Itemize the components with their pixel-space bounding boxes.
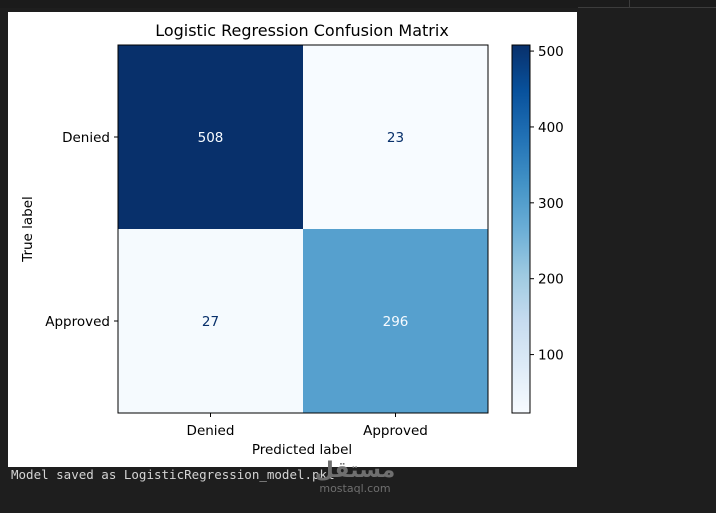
x-axis-label: Predicted label — [252, 442, 352, 458]
plot-frame — [117, 44, 489, 414]
y-ticks: Denied Approved — [45, 130, 118, 330]
divider — [629, 0, 630, 7]
cell-value-label: 508 — [198, 130, 224, 146]
cell-value-label: 27 — [202, 314, 219, 330]
watermark-latin: mostaql.com — [319, 482, 391, 495]
colorbar: 100 200 300 400 500 — [511, 44, 564, 414]
watermark-arabic: مستقل — [314, 458, 396, 483]
y-tick-label: Approved — [45, 314, 110, 330]
confusion-matrix-chart: Logistic Regression Confusion Matrix Pre… — [20, 21, 564, 458]
y-tick-label: Denied — [62, 130, 110, 146]
heatmap-cells — [117, 44, 489, 414]
cell-labels: 508 23 27 296 — [198, 130, 409, 330]
heatmap-cell — [118, 45, 303, 229]
colorbar-tick-label: 500 — [538, 44, 564, 60]
heatmap-cell — [303, 229, 488, 413]
divider — [578, 7, 716, 8]
colorbar-tick-label: 400 — [538, 120, 564, 136]
heatmap-cell — [303, 45, 488, 229]
colorbar-tick-label: 200 — [538, 272, 564, 288]
chart-title: Logistic Regression Confusion Matrix — [155, 21, 449, 40]
colorbar-tick-label: 100 — [538, 348, 564, 364]
top-bar — [0, 0, 716, 8]
x-tick-label: Approved — [363, 423, 428, 439]
cell-output-text: Model saved as LogisticRegression_model.… — [11, 467, 335, 482]
cell-value-label: 23 — [387, 130, 404, 146]
cell-value-label: 296 — [383, 314, 409, 330]
mostaql-watermark: مستقل mostaql.com — [300, 460, 410, 496]
heatmap-cell — [118, 229, 303, 413]
y-axis-label: True label — [20, 196, 36, 263]
colorbar-tick-label: 300 — [538, 196, 564, 212]
x-tick-label: Denied — [187, 423, 235, 439]
x-ticks: Denied Approved — [187, 413, 428, 439]
colorbar-gradient — [511, 44, 531, 414]
chart-figure: Logistic Regression Confusion Matrix Pre… — [8, 12, 577, 467]
